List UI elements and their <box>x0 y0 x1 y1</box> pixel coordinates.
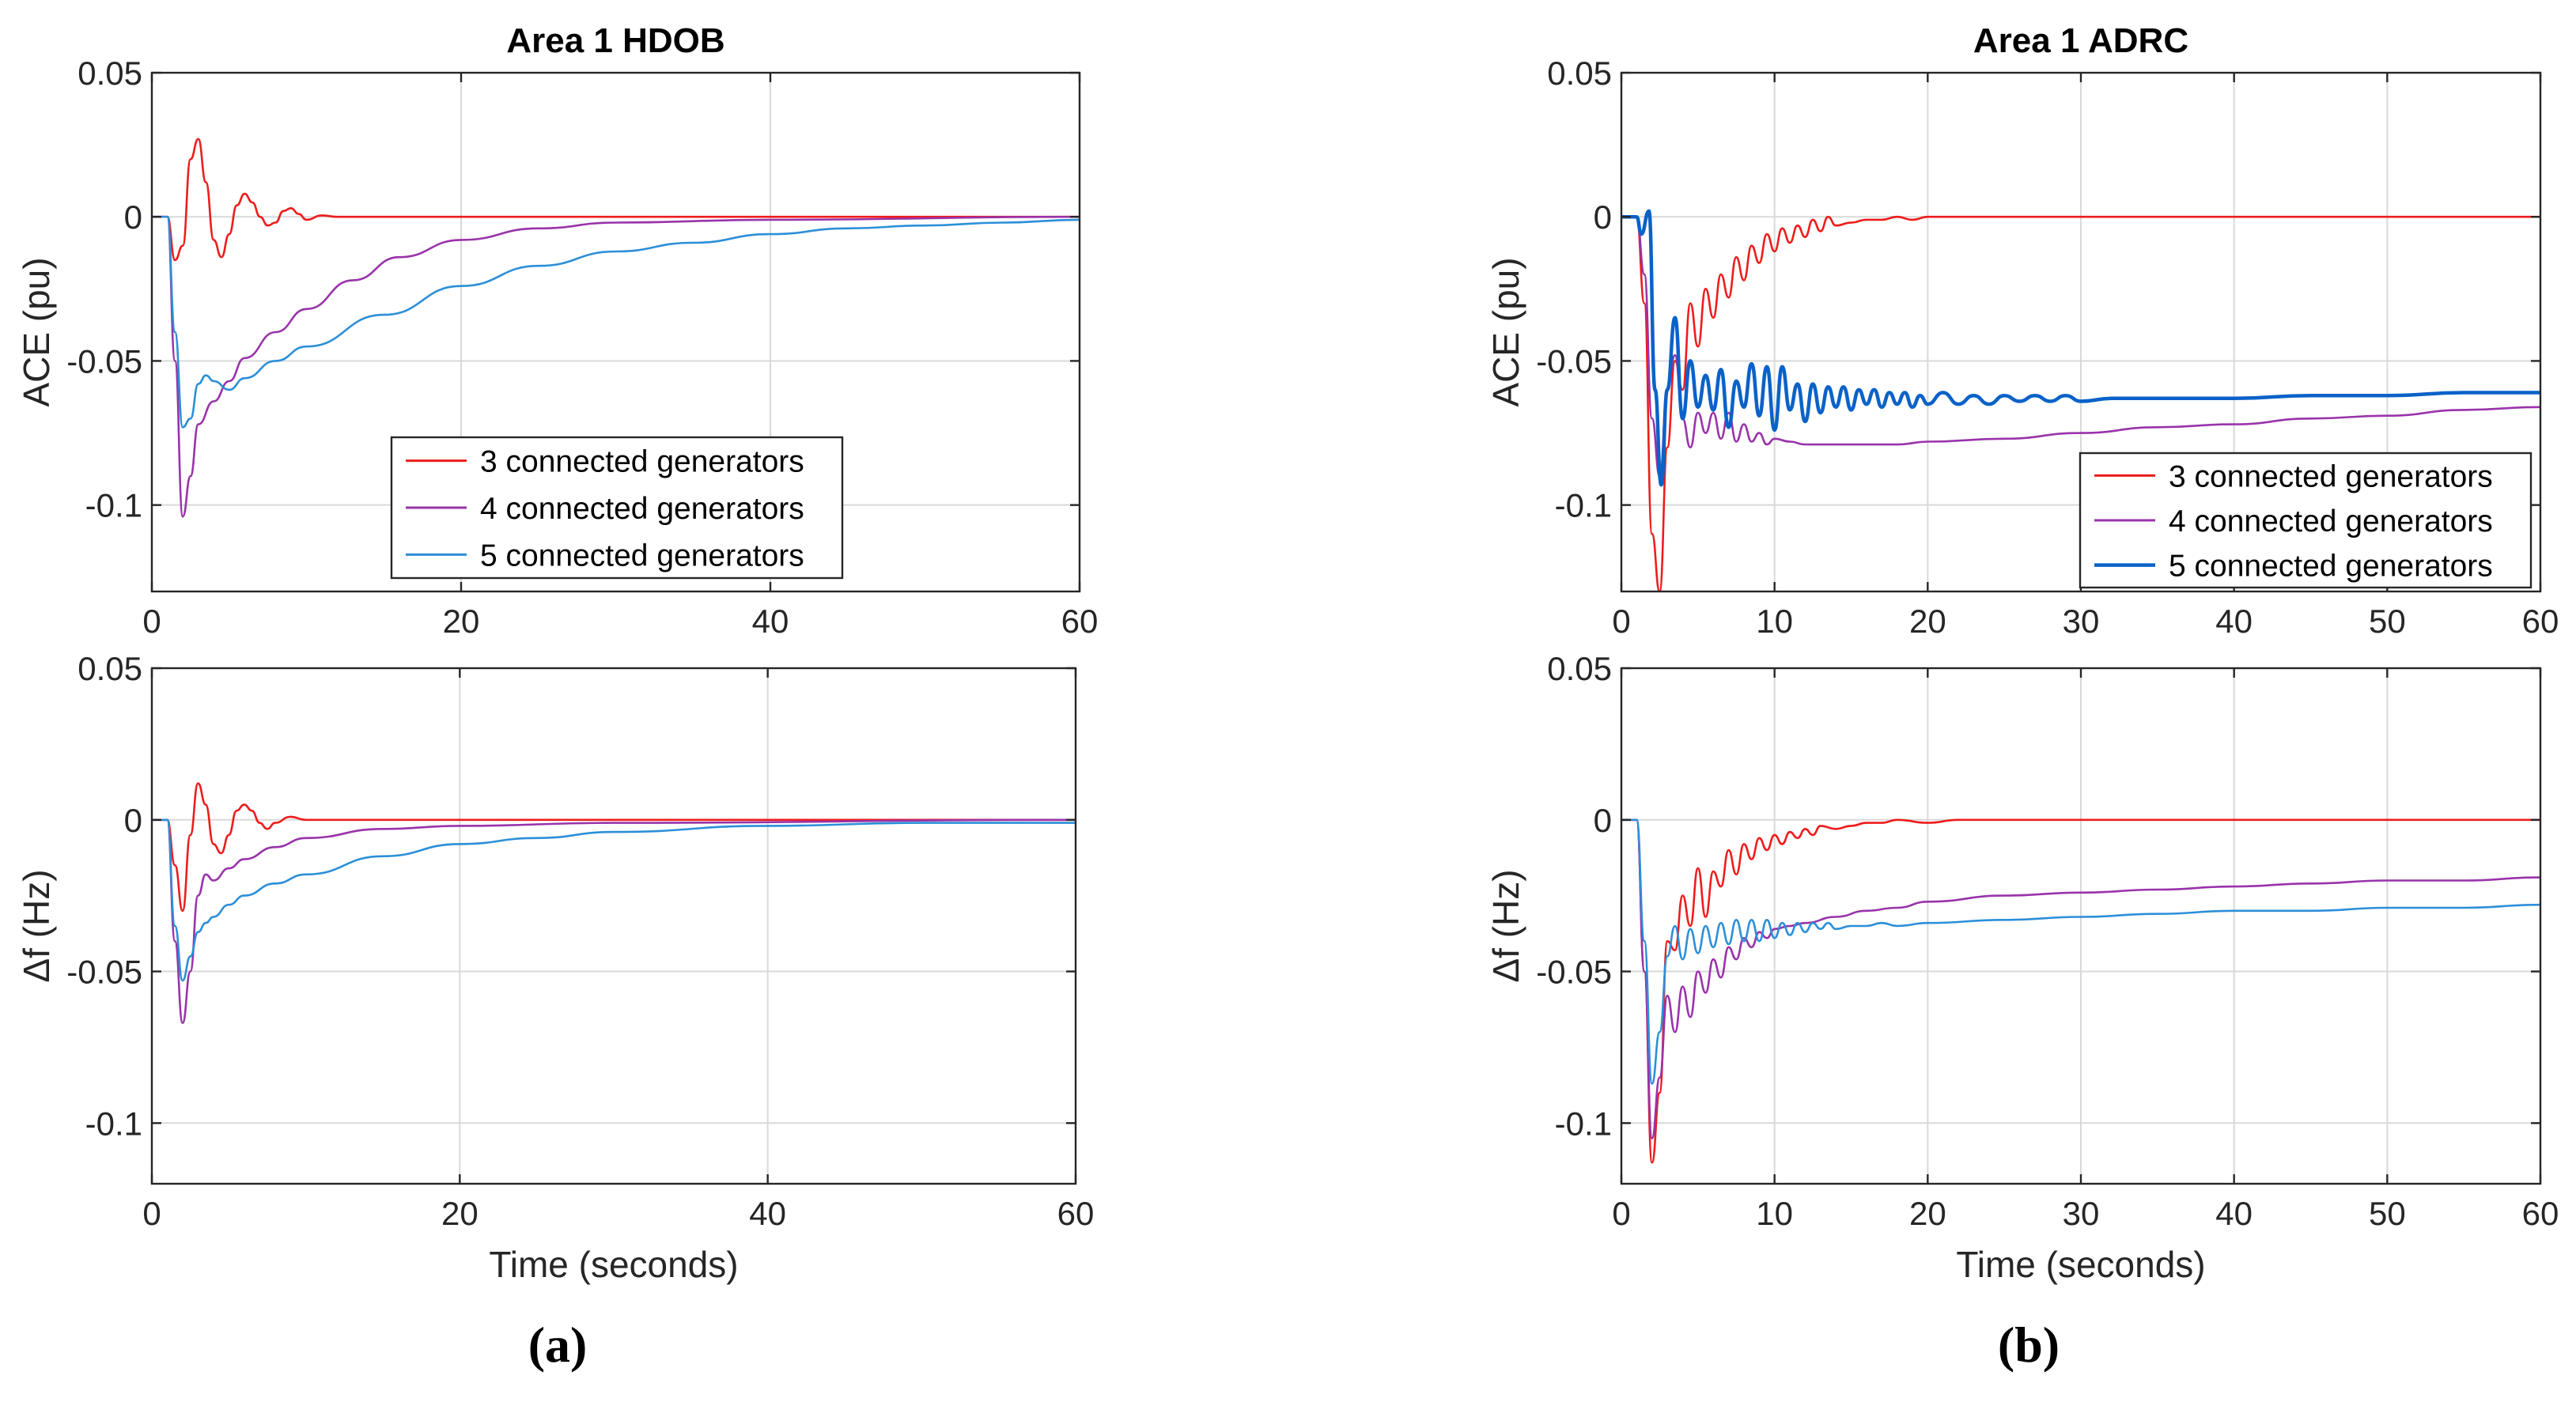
legend-entry: 3 connected generators <box>2169 459 2493 493</box>
series-line-5-generators <box>152 818 1076 982</box>
y-tick-label: 0.05 <box>1547 55 1612 92</box>
x-tick-label: 60 <box>2522 603 2559 640</box>
y-axis-label: ACE (pu) <box>1485 257 1526 406</box>
y-tick-label: -0.1 <box>1555 487 1612 524</box>
series-line-3-generators <box>152 782 1076 913</box>
chart-area1-adrc-ace: 0 10 20 30 40 50 60 0.05 0 -0.05 -0.1 Area 1 ADRC AC… <box>1485 21 2559 640</box>
x-tick-label: 40 <box>749 1195 786 1232</box>
axes-box <box>150 667 1077 1185</box>
x-axis-label: Time (seconds) <box>1956 1244 2205 1285</box>
x-tick-label: 20 <box>441 1195 479 1232</box>
y-tick-label: -0.1 <box>85 1105 142 1142</box>
series-line-5-generators <box>1621 209 2540 487</box>
x-tick-label: 40 <box>2215 603 2253 640</box>
x-tick-label: 10 <box>1756 603 1793 640</box>
panel-label-b: (b) <box>1998 1317 2060 1373</box>
chart-area1-hdob-frequency: 0 20 40 60 0.05 0 -0.05 -0.1 Δf (Hz) Time (second… <box>16 650 1094 1285</box>
chart-title: Area 1 ADRC <box>1973 21 2188 60</box>
plot-area <box>152 668 1076 1184</box>
x-tick-label: 0 <box>1612 603 1630 640</box>
y-axis-label: ACE (pu) <box>16 257 57 406</box>
chart-area1-adrc-frequency: 0 10 20 30 40 50 60 0.05 0 -0.05 -0.1 Δf (Hz) Time (… <box>1485 650 2559 1285</box>
y-tick-label: 0 <box>124 802 142 839</box>
y-tick-label: 0 <box>1594 802 1612 839</box>
series-line-3-generators <box>152 138 1080 262</box>
series-line-4-generators <box>152 818 1076 1024</box>
chart-title: Area 1 HDOB <box>506 21 724 60</box>
y-tick-label: -0.05 <box>1536 342 1612 380</box>
x-tick-label: 50 <box>2369 1195 2406 1232</box>
series-line-3-generators <box>1621 215 2540 591</box>
y-tick-label: -0.1 <box>85 487 142 524</box>
y-tick-label: 0 <box>1594 198 1612 236</box>
legend-entry: 4 connected generators <box>2169 504 2493 539</box>
axes-box <box>150 71 1081 593</box>
panel-label-a: (a) <box>528 1317 588 1373</box>
x-tick-label: 0 <box>1612 1195 1630 1232</box>
x-tick-label: 40 <box>752 603 789 640</box>
x-tick-label: 0 <box>142 1195 161 1232</box>
legend-entry: 3 connected generators <box>480 445 804 479</box>
series-group <box>152 782 1076 1024</box>
x-tick-label: 40 <box>2215 1195 2253 1232</box>
legend-entry: 4 connected generators <box>480 492 804 526</box>
y-tick-label: 0.05 <box>1547 650 1612 687</box>
x-tick-label: 50 <box>2369 603 2406 640</box>
x-tick-label: 60 <box>2522 1195 2559 1232</box>
y-tick-label: -0.05 <box>66 342 142 380</box>
x-tick-label: 0 <box>142 603 161 640</box>
series-line-5-generators <box>152 215 1080 429</box>
chart-area1-hdob-ace: 0 20 40 60 0.05 0 -0.05 -0.1 Area 1 HDOB ACE (pu)… <box>16 21 1098 640</box>
series-line-5-generators <box>1621 818 2540 1085</box>
x-tick-label: 60 <box>1061 603 1099 640</box>
y-axis-label: Δf (Hz) <box>1485 869 1526 982</box>
y-tick-label: -0.05 <box>1536 954 1612 991</box>
y-tick-label: 0 <box>124 198 142 236</box>
legend-entry: 5 connected generators <box>2169 550 2493 584</box>
x-tick-label: 20 <box>443 603 480 640</box>
x-tick-label: 10 <box>1756 1195 1793 1232</box>
legend-entry: 5 connected generators <box>480 539 804 573</box>
y-tick-label: -0.05 <box>66 954 142 991</box>
y-tick-label: 0.05 <box>78 55 142 92</box>
series-group <box>1621 818 2540 1164</box>
x-axis-label: Time (seconds) <box>489 1244 738 1285</box>
series-line-4-generators <box>152 215 1080 518</box>
x-tick-label: 30 <box>2063 603 2100 640</box>
y-tick-label: 0.05 <box>78 650 142 687</box>
series-group <box>1621 209 2540 591</box>
x-tick-label: 20 <box>1909 603 1946 640</box>
x-tick-label: 60 <box>1057 1195 1095 1232</box>
x-tick-label: 20 <box>1909 1195 1946 1232</box>
x-tick-label: 30 <box>2063 1195 2100 1232</box>
y-axis-label: Δf (Hz) <box>16 869 57 982</box>
series-group <box>152 138 1080 518</box>
y-tick-label: -0.1 <box>1555 1105 1612 1142</box>
